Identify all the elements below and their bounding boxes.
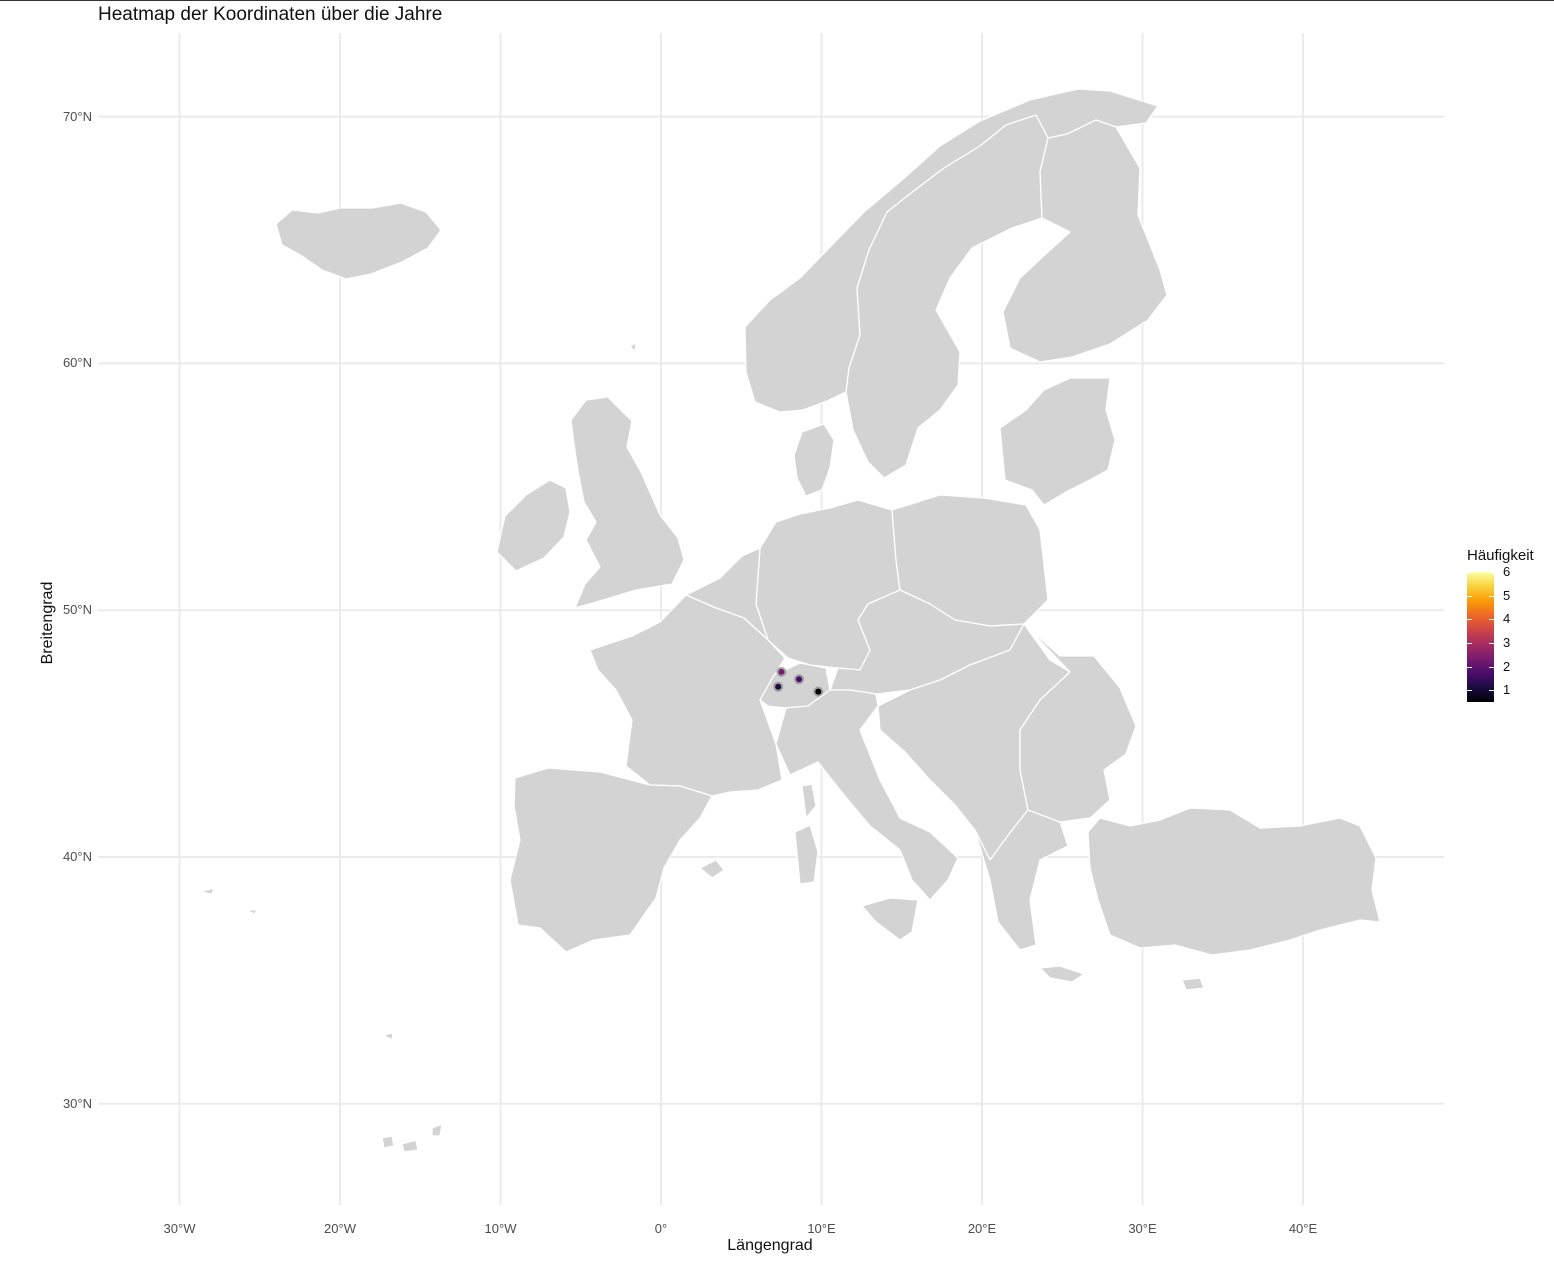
country-ireland [496,479,571,572]
legend-tick-mark [1489,642,1494,644]
x-tick-label: 10°E [807,1221,836,1236]
island-madeira [382,1032,394,1041]
island-sardinia [794,824,819,885]
x-tick-label: 30°E [1128,1221,1157,1236]
y-tick-label: 70°N [62,108,92,124]
y-tick-label: 60°N [62,355,92,371]
landmass-layer [199,88,1381,1153]
legend-tick-mark [1467,619,1472,621]
heatmap-layer [773,666,824,697]
country-denmark [793,423,835,497]
heat-cell-core [796,676,803,683]
island-cyprus [1181,977,1205,991]
top-rule [0,0,1554,1]
legend-tick-mark [1489,690,1494,692]
legend-tick-label: 2 [1503,658,1511,674]
island-corsica [801,783,817,819]
island-faroe [629,342,637,353]
heat-cell [773,681,784,692]
legend-tick-label: 5 [1503,587,1511,603]
legend-tick-label: 3 [1503,634,1511,650]
island-sicily [861,897,919,941]
x-tick-label: 30°W [163,1221,196,1236]
legend-tick-mark [1489,595,1494,597]
island-canary-1 [381,1135,395,1149]
legend-tick-mark [1467,690,1472,692]
x-tick-label: 20°E [967,1221,997,1236]
heat-cell [794,674,805,685]
country-greece [974,809,1069,951]
heat-cell [813,686,824,697]
x-tick-label: 10°W [484,1221,517,1236]
country-iceland [275,202,442,280]
legend-tick-mark [1489,572,1494,573]
x-axis-label: Längengrad [727,1237,813,1254]
island-canary-3 [431,1123,443,1137]
heat-cell-core [815,688,822,695]
heat-cell-core [778,668,785,675]
island-balearic [699,859,725,879]
country-great-britain [570,396,685,609]
country-italy [775,689,959,901]
y-axis-label: Breitengrad [39,581,56,665]
x-tick-label: 20°W [324,1221,356,1236]
legend-tick-label: 6 [1503,564,1511,579]
legend-tick-mark [1467,666,1472,668]
country-baltics [999,377,1116,506]
legend-tick-mark [1489,666,1494,668]
country-finland [1002,119,1168,363]
y-tick-label: 30°N [62,1095,92,1111]
y-tick-label: 40°N [62,849,92,864]
country-sweden [845,114,1049,479]
heat-cell-core [775,683,782,690]
island-azores-1 [199,887,215,895]
country-turkey [1087,807,1381,956]
legend-tick-mark [1467,642,1472,644]
legend-tick-mark [1467,572,1472,573]
legend-colorbar [1467,572,1494,702]
x-tick-label: 40°E [1288,1221,1318,1236]
island-canary-2 [401,1139,419,1153]
map-title: Heatmap der Koordinaten über die Jahre [98,4,443,25]
x-tick-label: 0° [654,1221,668,1236]
country-romania-bulgaria-ukraine [1019,623,1137,823]
legend-tick-label: 4 [1503,611,1511,627]
legend-tick-label: 1 [1503,682,1511,698]
legend-tick-mark [1489,619,1494,621]
heat-cell [776,666,787,677]
island-crete [1039,965,1085,983]
country-france [589,594,786,797]
country-iberia [509,767,713,953]
island-azores-2 [245,909,259,915]
legend-tick-mark [1467,595,1472,597]
y-tick-label: 50°N [62,602,92,618]
legend-title: Häufigkeit [1467,547,1534,564]
